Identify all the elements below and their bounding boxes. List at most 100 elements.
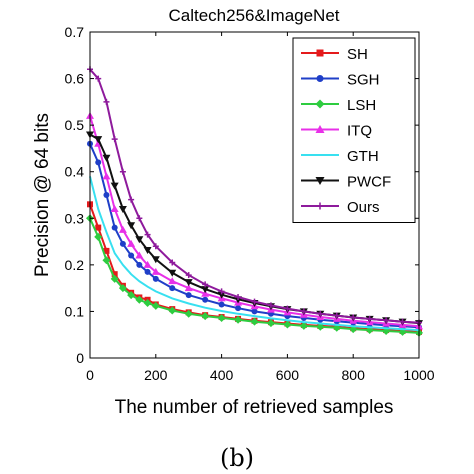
data-point [300,308,307,315]
data-point [185,272,192,279]
legend-label: SGH [347,72,380,89]
data-point [169,285,176,292]
legend-marker [315,177,325,185]
data-point [103,98,110,105]
legend-item-itq: ITQ [301,123,372,140]
data-point [217,313,226,322]
data-point [95,224,102,231]
data-point [151,267,160,275]
data-point [284,305,291,312]
legend-marker [315,125,325,133]
data-point [299,321,308,330]
data-point [102,154,111,162]
x-tick-label: 800 [342,367,366,383]
legend-item-sgh: SGH [301,72,380,89]
x-tick-label: 400 [210,367,234,383]
data-point [111,136,118,143]
data-point [127,291,136,300]
data-point [118,284,127,293]
data-point [118,205,127,213]
legend-label: PWCF [347,174,391,191]
data-point [135,236,144,244]
data-point [143,246,152,254]
data-point [151,301,160,310]
data-point [184,284,193,292]
legend-item-pwcf: PWCF [301,174,391,191]
legend-label: ITQ [347,123,372,140]
data-point [201,312,210,321]
legend-item-lsh: LSH [301,97,376,114]
data-point [202,281,209,288]
data-point [136,261,143,268]
data-point [168,269,177,277]
data-point [135,295,144,304]
series-layer [86,66,423,337]
data-point [111,271,118,278]
y-tick-label: 0 [76,350,84,366]
data-point [94,136,103,144]
legend-label: Ours [347,199,380,216]
x-tick-label: 0 [86,367,94,383]
legend-item-sh: SH [301,46,368,63]
legend: SH SGH LSH ITQ GTH PWCF Ours [292,37,416,223]
data-point [366,315,373,322]
data-point [110,204,119,212]
data-point [144,231,151,238]
figure-caption: (b) [220,444,254,472]
series-ours [87,66,422,326]
data-point [103,247,110,254]
data-point [127,239,136,247]
data-point [251,308,258,315]
data-point [316,322,325,331]
data-point [218,288,225,295]
x-tick-label: 600 [276,367,300,383]
legend-marker [316,202,324,210]
x-tick-label: 200 [144,367,168,383]
data-point [333,312,340,319]
data-point [119,240,126,247]
data-point [135,251,144,259]
data-point [350,314,357,321]
x-tick-label: 1000 [403,367,434,383]
data-point [102,172,111,180]
data-point [202,296,209,303]
legend-marker [315,99,325,109]
data-point [234,315,243,324]
data-point [266,319,275,328]
data-point [136,215,143,222]
data-point [250,317,259,326]
data-point [151,256,160,264]
data-point [110,182,119,190]
data-point [118,225,127,233]
data-point [111,224,118,231]
y-tick-label: 0.2 [65,257,85,273]
data-point [128,196,135,203]
data-point [152,275,159,282]
data-point [283,320,292,329]
plot-frame [89,31,420,359]
legend-marker [316,75,324,82]
legend-label: SH [347,46,368,63]
data-point [218,301,225,308]
data-point [143,260,152,268]
data-point [185,292,192,299]
data-point [168,277,177,285]
legend-label: GTH [347,148,379,165]
y-tick-label: 0.1 [65,303,85,319]
data-point [235,305,242,312]
data-point [128,252,135,259]
data-point [94,232,103,241]
legend-item-gth: GTH [301,148,379,165]
data-point [217,291,226,299]
axis-layer: 0 200 400 600 800 1000 0 0.1 0.2 0.3 0.4 0.5 0.6 0.7 [65,24,435,383]
data-point [235,293,242,300]
data-point [119,168,126,175]
data-point [95,159,102,166]
data-point [110,274,119,283]
legend-label: LSH [347,97,376,114]
data-point [169,259,176,266]
data-point [201,286,210,294]
data-point [201,289,210,297]
data-point [143,299,152,308]
y-tick-label: 0.3 [65,210,85,226]
